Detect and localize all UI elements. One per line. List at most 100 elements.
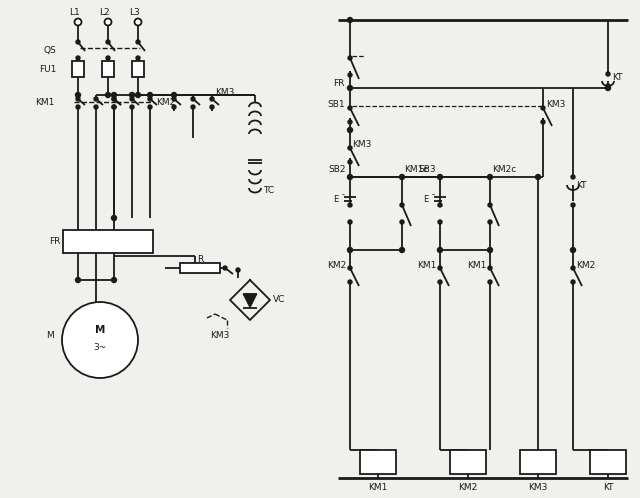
Circle shape [223,266,227,270]
Circle shape [74,18,81,25]
Circle shape [94,97,98,101]
Text: -: - [432,191,435,200]
Circle shape [570,248,575,252]
Text: E: E [333,195,338,204]
Circle shape [348,106,352,110]
Bar [72,61,84,77]
Circle shape [136,93,141,98]
Circle shape [605,86,611,91]
Text: SB2: SB2 [328,164,346,173]
Text: L3: L3 [129,7,140,16]
Text: FR: FR [333,79,345,88]
Circle shape [148,105,152,109]
Circle shape [348,203,352,207]
Bar [360,450,396,474]
Circle shape [76,56,80,60]
Text: KM3: KM3 [546,100,565,109]
Circle shape [236,268,240,272]
Circle shape [348,146,352,150]
Circle shape [191,97,195,101]
Circle shape [571,266,575,270]
Circle shape [488,248,493,252]
Circle shape [399,248,404,252]
Text: TC: TC [263,185,274,195]
Text: KM2: KM2 [327,260,346,269]
Text: KT: KT [576,180,586,190]
Circle shape [400,220,404,224]
Circle shape [134,18,141,25]
Circle shape [62,302,138,378]
Circle shape [112,97,116,101]
Text: L1: L1 [68,7,79,16]
Circle shape [106,40,110,44]
Circle shape [438,280,442,284]
Text: KT: KT [612,73,623,82]
Circle shape [438,220,442,224]
Circle shape [130,97,134,101]
Bar [520,450,556,474]
Circle shape [400,203,404,207]
Circle shape [348,174,353,179]
Circle shape [348,160,352,164]
Text: KM3: KM3 [352,139,371,148]
Circle shape [571,280,575,284]
Circle shape [130,105,134,109]
Circle shape [348,120,352,124]
Circle shape [112,97,116,101]
Circle shape [488,174,493,179]
Circle shape [191,105,195,109]
Circle shape [104,18,111,25]
Text: KM2: KM2 [156,98,175,107]
Bar [102,61,114,77]
Text: KM2: KM2 [458,484,477,493]
Bar [450,450,486,474]
Circle shape [129,93,134,98]
Bar [590,450,626,474]
Text: E: E [423,195,428,204]
Circle shape [94,105,98,109]
Circle shape [172,105,176,109]
Circle shape [111,93,116,98]
Bar [63,230,153,253]
Circle shape [76,93,81,98]
Circle shape [438,203,442,207]
Text: VC: VC [273,295,285,304]
Text: QS: QS [44,45,56,54]
Text: L2: L2 [99,7,109,16]
Circle shape [438,248,442,252]
Circle shape [571,203,575,207]
Text: KM2c: KM2c [492,164,516,173]
Circle shape [112,105,116,109]
Circle shape [147,93,152,98]
Text: KM1: KM1 [467,260,486,269]
Circle shape [348,127,353,132]
Text: R: R [197,254,203,263]
Polygon shape [243,294,257,308]
Bar [132,61,144,77]
Text: KM1: KM1 [368,484,388,493]
Circle shape [438,266,442,270]
Circle shape [541,106,545,110]
Text: M: M [95,325,105,335]
Circle shape [172,97,176,101]
Circle shape [111,277,116,282]
Circle shape [488,266,492,270]
Text: -: - [342,191,345,200]
Text: SB3: SB3 [419,164,436,173]
Text: KM1c: KM1c [404,164,428,173]
Circle shape [111,216,116,221]
Circle shape [210,97,214,101]
Circle shape [541,120,545,124]
Circle shape [172,93,177,98]
Circle shape [348,220,352,224]
Text: KM3: KM3 [211,331,230,340]
Text: KM1: KM1 [35,98,54,107]
Circle shape [112,105,116,109]
Text: 3~: 3~ [93,344,107,353]
Circle shape [488,220,492,224]
Circle shape [106,56,110,60]
Text: KM3: KM3 [528,484,548,493]
Circle shape [348,73,352,77]
Circle shape [106,93,111,98]
Text: KM2: KM2 [576,260,595,269]
